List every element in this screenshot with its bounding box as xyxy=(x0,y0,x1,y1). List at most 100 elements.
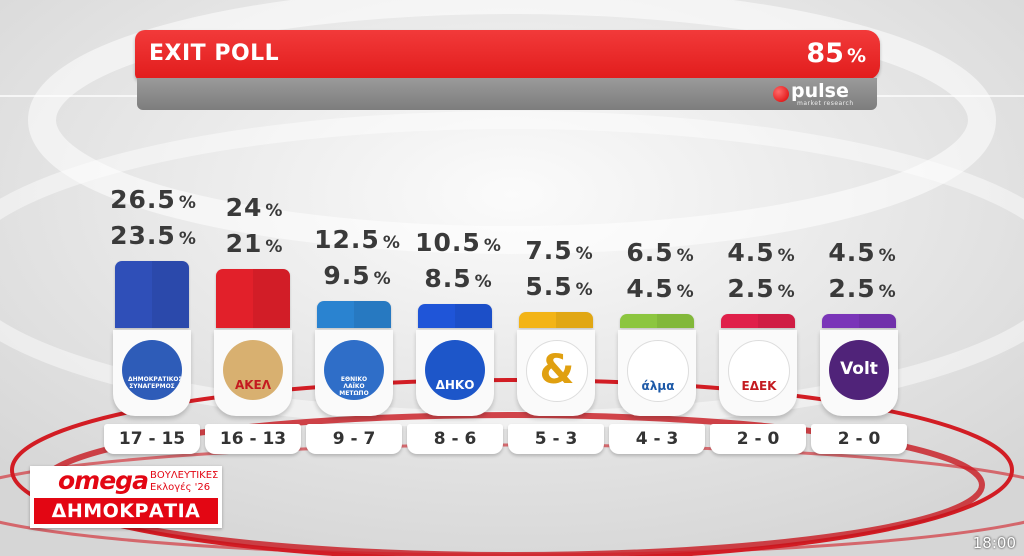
pct-sign: % xyxy=(373,269,391,290)
pct-low-4: 5.5% xyxy=(509,272,609,301)
pulse-tagline: market research xyxy=(797,100,854,107)
pct-sign: % xyxy=(265,200,283,221)
brand-line2: Εκλογές '26 xyxy=(150,482,211,493)
pulse-name: pulse xyxy=(791,80,849,102)
pct-sign: % xyxy=(878,246,896,266)
pct-sign: % xyxy=(178,229,196,250)
pct-value: 4.5 xyxy=(828,238,876,267)
pct-value: 4.5 xyxy=(626,274,674,303)
pct-sign: % xyxy=(777,282,795,302)
omega-brand: omega ΒΟΥΛΕΥΤΙΚΕΣ Εκλογές '26 ΔΗΜΟΚΡΑΤΙΑ xyxy=(30,466,222,528)
bar-1 xyxy=(216,268,290,329)
clock: 18:00 xyxy=(972,534,1016,552)
seat-range-0: 17 - 15 xyxy=(104,424,200,454)
diko-emblem-icon: ΔΗΚΟ xyxy=(425,340,485,400)
party-card-0: ΔΗΜΟΚΡΑΤΙΚΟΣ ΣΥΝΑΓΕΡΜΟΣ xyxy=(113,330,191,416)
party-logo-text: Volt xyxy=(840,359,878,379)
pct-low-5: 4.5% xyxy=(610,274,710,303)
pct-value: 6.5 xyxy=(626,238,674,267)
pct-high-7: 4.5% xyxy=(812,238,912,267)
bar-0 xyxy=(115,261,189,328)
pct-sign: % xyxy=(575,244,593,265)
pct-value: 2.5 xyxy=(727,274,775,303)
brand-bar: ΔΗΜΟΚΡΑΤΙΑ xyxy=(34,498,218,524)
seat-range-1: 16 - 13 xyxy=(205,424,301,454)
pct-sign: % xyxy=(676,282,694,302)
party-logo-text: ΑΚΕΛ xyxy=(234,378,272,392)
seat-range-5: 4 - 3 xyxy=(609,424,705,454)
pct-sign: % xyxy=(676,246,694,266)
seat-range-2: 9 - 7 xyxy=(306,424,402,454)
party-card-5: άλμα xyxy=(618,330,696,416)
pct-high-5: 6.5% xyxy=(610,238,710,267)
pct-high-0: 26.5% xyxy=(103,185,203,214)
pulse-logo: pulse market research xyxy=(773,80,869,107)
seat-range-7: 2 - 0 xyxy=(811,424,907,454)
pct-low-0: 23.5% xyxy=(103,221,203,250)
exit-poll-header: EXIT POLL 85% xyxy=(135,30,880,80)
bar-2 xyxy=(317,301,391,328)
party-card-4: & xyxy=(517,330,595,416)
party-card-7: Volt xyxy=(820,330,898,416)
party-card-1: ΑΚΕΛ xyxy=(214,330,292,416)
pct-sign: % xyxy=(878,282,896,302)
pct-high-4: 7.5% xyxy=(509,236,609,265)
pct-value: 7.5 xyxy=(525,236,573,266)
elam-shield-icon: ΕΘΝΙΚΟ ΛΑΪΚΟ ΜΕΤΩΠΟ xyxy=(324,340,384,400)
pct-high-6: 4.5% xyxy=(711,238,811,267)
seat-range-3: 8 - 6 xyxy=(407,424,503,454)
pct-sign: % xyxy=(178,193,196,214)
pct-sign: % xyxy=(265,236,283,257)
volt-logo-icon: Volt xyxy=(829,340,889,400)
pct-low-7: 2.5% xyxy=(812,274,912,303)
brand-name: omega xyxy=(58,466,149,495)
party-logo-text: ΔΗΜΟΚΡΑΤΙΚΟΣ ΣΥΝΑΓΕΡΜΟΣ xyxy=(128,376,182,390)
pct-low-1: 21% xyxy=(204,229,304,258)
pct-low-6: 2.5% xyxy=(711,274,811,303)
pct-value: 10.5 xyxy=(415,227,481,257)
amp-logo-icon: & xyxy=(526,340,588,402)
disy-eagle-icon: ΔΗΜΟΚΡΑΤΙΚΟΣ ΣΥΝΑΓΕΡΜΟΣ xyxy=(122,340,182,400)
pollster-bar: pulse market research xyxy=(137,78,877,110)
bar-4 xyxy=(519,312,593,328)
party-logo-text: ΔΗΚΟ xyxy=(435,378,475,392)
bar-5 xyxy=(620,314,694,328)
pulse-dot-icon xyxy=(773,86,789,102)
pct-value: 24 xyxy=(225,192,263,222)
pct-value: 2.5 xyxy=(828,274,876,303)
pct-sign: % xyxy=(483,235,501,256)
edek-fist-icon: ΕΔΕΚ xyxy=(728,340,790,402)
bar-3 xyxy=(418,303,492,329)
bar-7 xyxy=(822,314,896,328)
akel-emblem-icon: ΑΚΕΛ xyxy=(223,340,283,400)
party-card-3: ΔΗΚΟ xyxy=(416,330,494,416)
pct-high-2: 12.5% xyxy=(307,225,407,254)
pct-value: 8.5 xyxy=(424,263,472,293)
pct-low-3: 8.5% xyxy=(408,264,508,293)
pct-value: 26.5 xyxy=(110,185,176,215)
seat-range-4: 5 - 3 xyxy=(508,424,604,454)
header-title: EXIT POLL xyxy=(149,41,280,66)
pct-value: 5.5 xyxy=(525,272,573,302)
party-card-6: ΕΔΕΚ xyxy=(719,330,797,416)
pct-sign: % xyxy=(474,271,492,292)
pct-value: 4.5 xyxy=(727,238,775,267)
pct-sign: % xyxy=(777,246,795,266)
pct-value: 23.5 xyxy=(110,221,176,251)
header-percent: 85% xyxy=(806,38,866,69)
pct-value: 9.5 xyxy=(323,261,371,291)
alma-logo-icon: άλμα xyxy=(627,340,689,402)
party-card-2: ΕΘΝΙΚΟ ΛΑΪΚΟ ΜΕΤΩΠΟ xyxy=(315,330,393,416)
pct-value: 12.5 xyxy=(314,225,380,255)
bar-6 xyxy=(721,314,795,328)
pct-sign: % xyxy=(575,280,593,301)
seat-range-6: 2 - 0 xyxy=(710,424,806,454)
party-logo-text: ΕΔΕΚ xyxy=(741,379,777,393)
party-logo-text: άλμα xyxy=(641,379,675,393)
pct-high-3: 10.5% xyxy=(408,228,508,257)
pct-value: 21 xyxy=(225,228,263,258)
party-logo-text: ΕΘΝΙΚΟ ΛΑΪΚΟ ΜΕΤΩΠΟ xyxy=(339,376,369,397)
brand-line1: ΒΟΥΛΕΥΤΙΚΕΣ xyxy=(150,470,219,481)
party-logo-text: & xyxy=(539,347,575,393)
pct-high-1: 24% xyxy=(204,193,304,222)
